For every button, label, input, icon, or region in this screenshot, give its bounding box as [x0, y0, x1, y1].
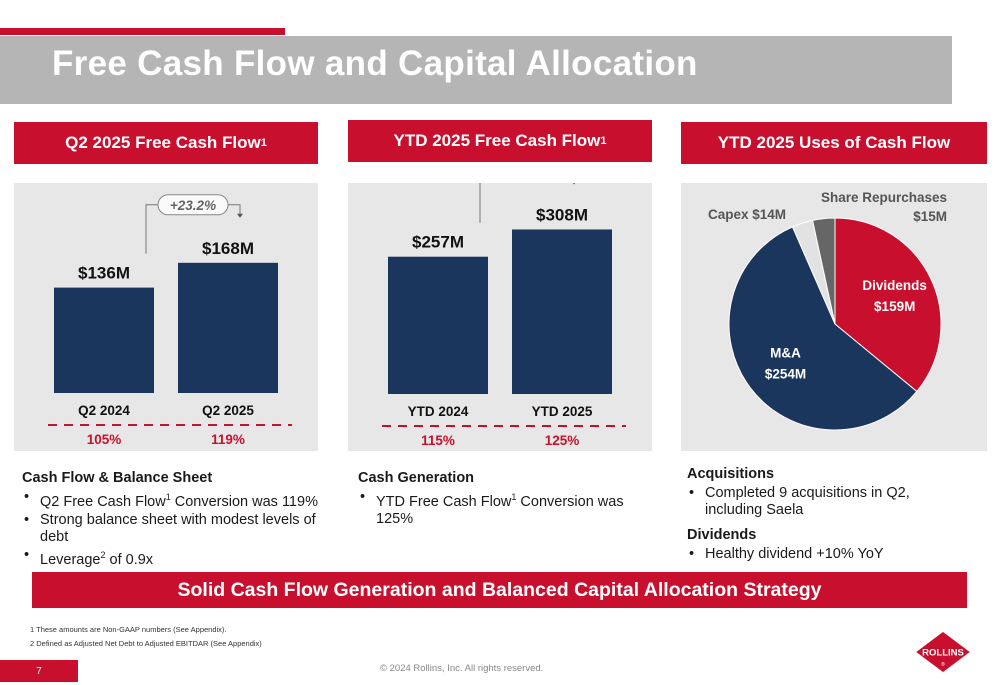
- q2-chart-panel: $136M Q2 2024 105% $168M Q2 2025 119% +23.2%: [14, 183, 318, 451]
- bullet-fcf-conversion: Q2 Free Cash Flow1 Conversion was 119%: [22, 489, 332, 511]
- slice-value-label: $15M: [913, 209, 947, 224]
- bullet-leverage: Leverage2 of 0.9x: [22, 547, 332, 569]
- copyright: © 2024 Rollins, Inc. All rights reserved…: [380, 663, 544, 674]
- slice-value-label: $159M: [874, 299, 915, 314]
- category-label: YTD 2025: [532, 404, 593, 419]
- summary-banner: Solid Cash Flow Generation and Balanced …: [32, 572, 967, 608]
- bullet-acquisitions: Completed 9 acquisitions in Q2, includin…: [687, 485, 957, 519]
- bar-value-label: $136M: [78, 264, 130, 283]
- arrow-icon: [571, 180, 577, 185]
- title-bar: [0, 36, 952, 104]
- slice-name-label: Dividends: [862, 278, 927, 293]
- q2-fcf-header-label: Q2 2025 Free Cash Flow: [65, 133, 261, 152]
- conversion-label: 119%: [211, 432, 245, 447]
- bar-value-label: $308M: [536, 205, 588, 224]
- category-label: Q2 2025: [202, 403, 254, 418]
- footnote-1: 1 These amounts are Non-GAAP numbers (Se…: [30, 625, 227, 634]
- bullet-balance-sheet: Strong balance sheet with modest levels …: [22, 512, 332, 546]
- q2-fcf-chart: $136M Q2 2024 105% $168M Q2 2025 119% +23.2%: [48, 194, 292, 447]
- slice-name-label: Share Repurchases: [821, 190, 947, 205]
- cash-generation-section: Cash Generation YTD Free Cash Flow1 Conv…: [358, 470, 648, 529]
- slide-title: Free Cash Flow and Capital Allocation: [52, 44, 698, 83]
- uses-chart-panel: Dividends $159M M&A $254M Capex $14M Share Re…: [681, 183, 987, 451]
- bullet-dividends: Healthy dividend +10% YoY: [687, 546, 957, 563]
- conversion-label: 125%: [545, 433, 580, 448]
- uses-header: YTD 2025 Uses of Cash Flow: [681, 122, 987, 164]
- cash-flow-heading: Cash Flow & Balance Sheet: [22, 470, 213, 486]
- rollins-logo: ROLLINS ®: [914, 630, 972, 674]
- acquisitions-heading: Acquisitions: [687, 466, 775, 482]
- bar-q2-2024: [54, 287, 154, 393]
- bullet-ytd-conversion: YTD Free Cash Flow1 Conversion was 125%: [358, 489, 648, 528]
- uses-header-label: YTD 2025 Uses of Cash Flow: [717, 133, 951, 152]
- arrow-icon: [237, 213, 243, 218]
- conversion-label: 105%: [87, 432, 122, 447]
- acquisitions-section: Acquisitions Completed 9 acquisitions in…: [687, 466, 957, 564]
- footnote-ref: 1: [260, 137, 267, 149]
- pie-slice-dividends: [834, 217, 942, 393]
- footnote-ref: 1: [600, 135, 607, 147]
- footnote-2: 2 Defined as Adjusted Net Debt to Adjust…: [30, 639, 262, 648]
- slice-label-capex: Capex $14M: [708, 207, 786, 222]
- ytd-fcf-header: YTD 2025 Free Cash Flow 1: [348, 120, 652, 162]
- logo-text: ROLLINS: [922, 648, 964, 659]
- bar-ytd-2025: [512, 229, 612, 394]
- top-accent-bar: [0, 28, 285, 35]
- ytd-fcf-header-label: YTD 2025 Free Cash Flow: [393, 131, 601, 150]
- bar-q2-2025: [178, 262, 278, 393]
- conversion-label: 115%: [421, 433, 455, 448]
- bar-ytd-2024: [388, 256, 488, 394]
- svg-text:®: ®: [941, 661, 945, 668]
- bar-value-label: $168M: [202, 239, 254, 258]
- q2-fcf-header: Q2 2025 Free Cash Flow 1: [14, 122, 318, 164]
- cash-generation-heading: Cash Generation: [358, 470, 475, 486]
- uses-pie-chart: Dividends $159M M&A $254M Capex $14M Share Re…: [708, 190, 947, 431]
- growth-badge: [157, 194, 229, 216]
- dividends-heading: Dividends: [687, 527, 757, 543]
- pie-slice-share-repurchases: [811, 217, 836, 325]
- category-label: Q2 2024: [78, 403, 130, 418]
- growth-label: +23.2%: [170, 198, 216, 213]
- slice-value-label: $254M: [765, 366, 806, 381]
- pie-slice-m-a: [728, 226, 918, 431]
- category-label: YTD 2024: [408, 404, 469, 419]
- bar-value-label: $257M: [412, 233, 464, 252]
- slice-name-label: M&A: [770, 345, 801, 360]
- page-number: 7: [0, 660, 78, 682]
- cash-flow-section: Cash Flow & Balance Sheet Q2 Free Cash F…: [22, 470, 332, 570]
